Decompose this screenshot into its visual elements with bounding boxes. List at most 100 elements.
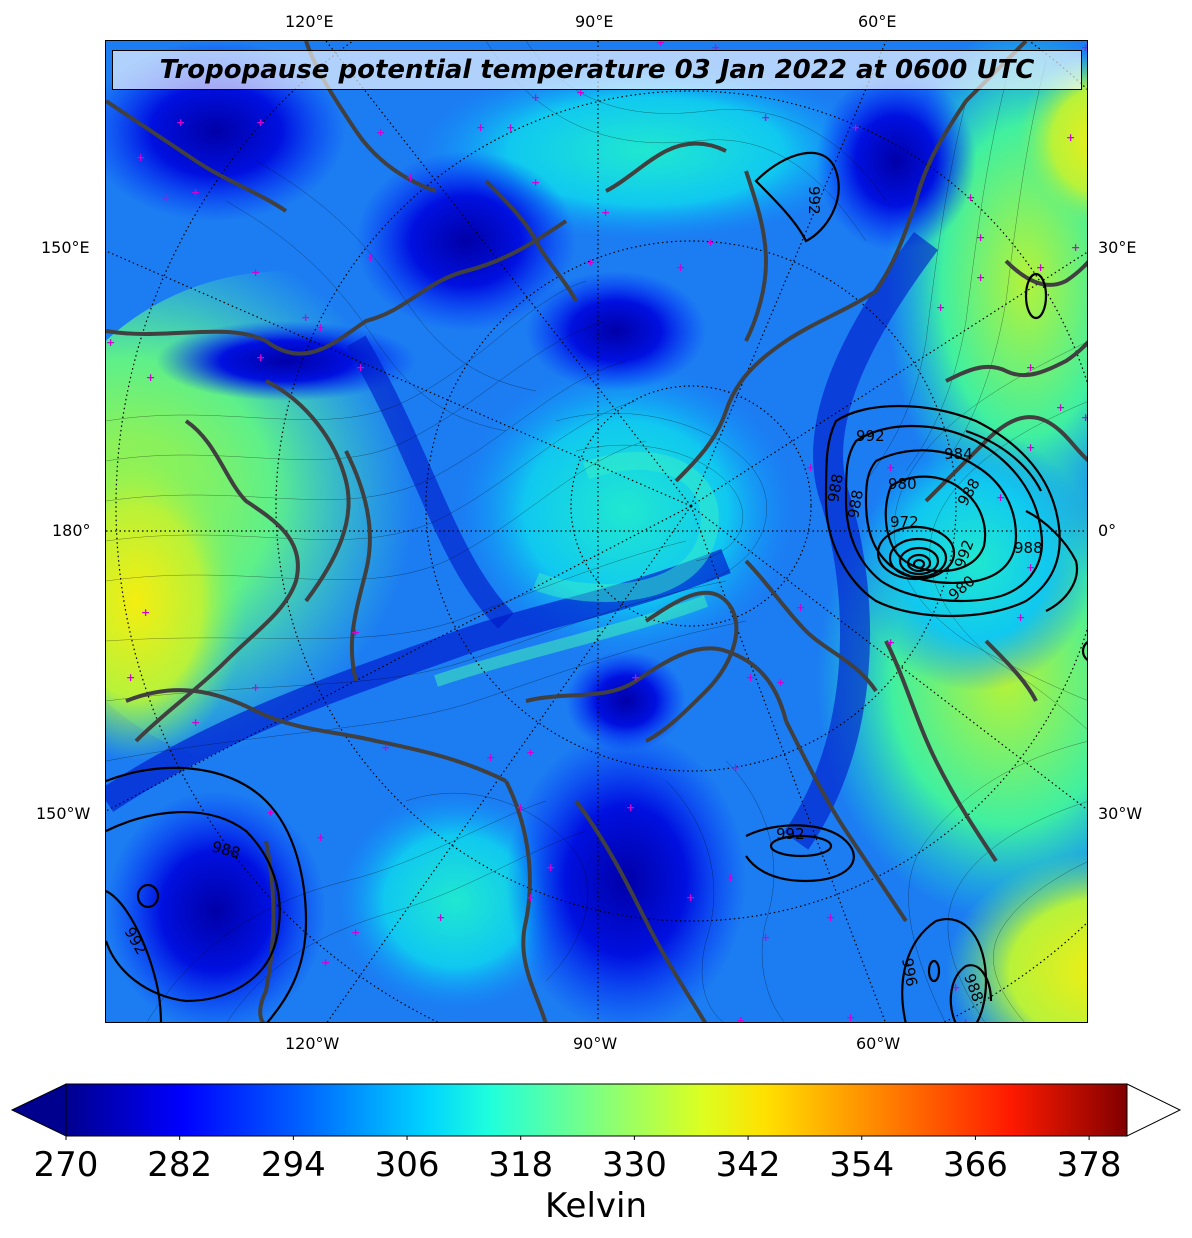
colorbar-tick-label: 342 xyxy=(715,1145,781,1185)
svg-text:+: + xyxy=(976,271,985,284)
colorbar-tick-label: 294 xyxy=(260,1145,326,1185)
svg-text:+: + xyxy=(1081,41,1088,54)
lat-label-right: 30°E xyxy=(1098,238,1137,257)
lat-label-right: 0° xyxy=(1098,521,1117,540)
svg-text:+: + xyxy=(506,121,515,134)
svg-text:+: + xyxy=(146,371,155,384)
svg-text:+: + xyxy=(961,1016,970,1023)
svg-text:+: + xyxy=(826,911,835,924)
svg-text:+: + xyxy=(631,671,640,684)
colorbar-tick-label: 378 xyxy=(1056,1145,1122,1185)
svg-text:+: + xyxy=(736,1014,745,1023)
cyan-region-norway xyxy=(856,431,1087,691)
svg-text:+: + xyxy=(136,151,145,164)
cold-streamer-atlantic xyxy=(783,232,939,850)
svg-text:+: + xyxy=(761,111,770,124)
svg-text:+: + xyxy=(141,606,150,619)
svg-text:+: + xyxy=(516,801,525,814)
svg-text:+: + xyxy=(176,116,185,129)
svg-text:+: + xyxy=(996,491,1005,504)
cold-pool-siberia xyxy=(356,151,576,331)
colorbar-tick-label: 282 xyxy=(147,1145,213,1185)
svg-text:+: + xyxy=(486,751,495,764)
svg-text:+: + xyxy=(686,891,695,904)
svg-text:+: + xyxy=(301,311,310,324)
svg-text:+: + xyxy=(321,956,330,969)
cold-pool-arctic xyxy=(526,271,706,391)
svg-text:+: + xyxy=(796,601,805,614)
isobar-label: 988 xyxy=(844,488,867,519)
cold-pool-greenland xyxy=(566,651,686,751)
lat-label-left: 150°W xyxy=(36,804,91,823)
svg-text:+: + xyxy=(806,461,815,474)
svg-text:+: + xyxy=(1026,441,1035,454)
svg-text:+: + xyxy=(1036,261,1045,274)
colorbar xyxy=(10,1083,1182,1140)
warm-streamer-arctic xyxy=(532,451,719,602)
isobar-label: 980 xyxy=(888,475,917,493)
colorbar-tick-label: 270 xyxy=(33,1145,99,1185)
isobar-label: 988 xyxy=(1014,539,1043,557)
colorbar-tick-label: 306 xyxy=(374,1145,440,1185)
svg-text:+: + xyxy=(351,626,360,639)
svg-text:+: + xyxy=(546,861,555,874)
svg-text:+: + xyxy=(976,231,985,244)
svg-text:+: + xyxy=(846,1011,855,1023)
svg-text:+: + xyxy=(161,191,170,204)
svg-text:+: + xyxy=(1066,131,1075,144)
warm-streamer-beaufort xyxy=(434,595,709,687)
svg-text:+: + xyxy=(886,461,895,474)
isobar-label: 996 xyxy=(898,957,921,988)
map-canvas: + ++ + + ++ + ++++ ++++ +++ + ++ + + ++ ++ ++ ++ … xyxy=(106,41,1088,1023)
svg-text:+: + xyxy=(191,716,200,729)
svg-text:+: + xyxy=(1026,361,1035,374)
svg-text:+: + xyxy=(526,891,535,904)
cold-pool-ne xyxy=(816,71,976,251)
isobar-label: 972 xyxy=(890,513,919,531)
svg-text:+: + xyxy=(576,86,585,99)
lon-label-bottom: 90°W xyxy=(573,1034,618,1053)
svg-text:+: + xyxy=(656,41,665,49)
svg-text:+: + xyxy=(776,676,785,689)
cold-pool-sw xyxy=(106,791,326,1022)
svg-text:+: + xyxy=(356,361,365,374)
svg-text:+: + xyxy=(256,116,265,129)
pressure-isobars xyxy=(106,151,1087,1022)
isobar-label: 988 xyxy=(824,472,847,503)
svg-text:+: + xyxy=(316,831,325,844)
svg-text:+: + xyxy=(476,121,485,134)
svg-text:+: + xyxy=(936,301,945,314)
svg-text:+: + xyxy=(406,171,415,184)
svg-text:+: + xyxy=(381,741,390,754)
svg-text:+: + xyxy=(1056,401,1065,414)
colorbar-ramp xyxy=(65,1083,1128,1137)
warm-core-pacific xyxy=(106,441,246,761)
svg-text:+: + xyxy=(106,336,115,349)
cold-pool-hudson xyxy=(506,731,746,1022)
svg-text:+: + xyxy=(851,121,860,134)
lat-label-left: 150°E xyxy=(41,238,90,257)
svg-text:+: + xyxy=(191,186,200,199)
colorbar-label: Kelvin xyxy=(544,1186,648,1226)
colorbar-tick-label: 330 xyxy=(601,1145,667,1185)
cold-band-bering xyxy=(156,321,416,401)
svg-text:+: + xyxy=(626,801,635,814)
svg-text:+: + xyxy=(266,806,275,819)
svg-text:+: + xyxy=(731,761,740,774)
svg-text:+: + xyxy=(586,256,595,269)
svg-text:+: + xyxy=(706,236,715,249)
svg-text:+: + xyxy=(1071,241,1080,254)
svg-text:+: + xyxy=(256,351,265,364)
colorbar-max-extend xyxy=(1126,1083,1182,1137)
svg-text:+: + xyxy=(951,981,960,994)
colorbar-tick-label: 354 xyxy=(829,1145,895,1185)
lon-label-top: 90°E xyxy=(575,12,614,31)
isobar-label: 992 xyxy=(776,825,805,843)
svg-text:+: + xyxy=(966,191,975,204)
coastlines xyxy=(106,41,1087,1022)
isobar-label: 992 xyxy=(805,186,823,215)
svg-text:+: + xyxy=(316,321,325,334)
svg-text:+: + xyxy=(601,206,610,219)
isobar-label: 984 xyxy=(944,445,973,463)
svg-text:+: + xyxy=(746,671,755,684)
